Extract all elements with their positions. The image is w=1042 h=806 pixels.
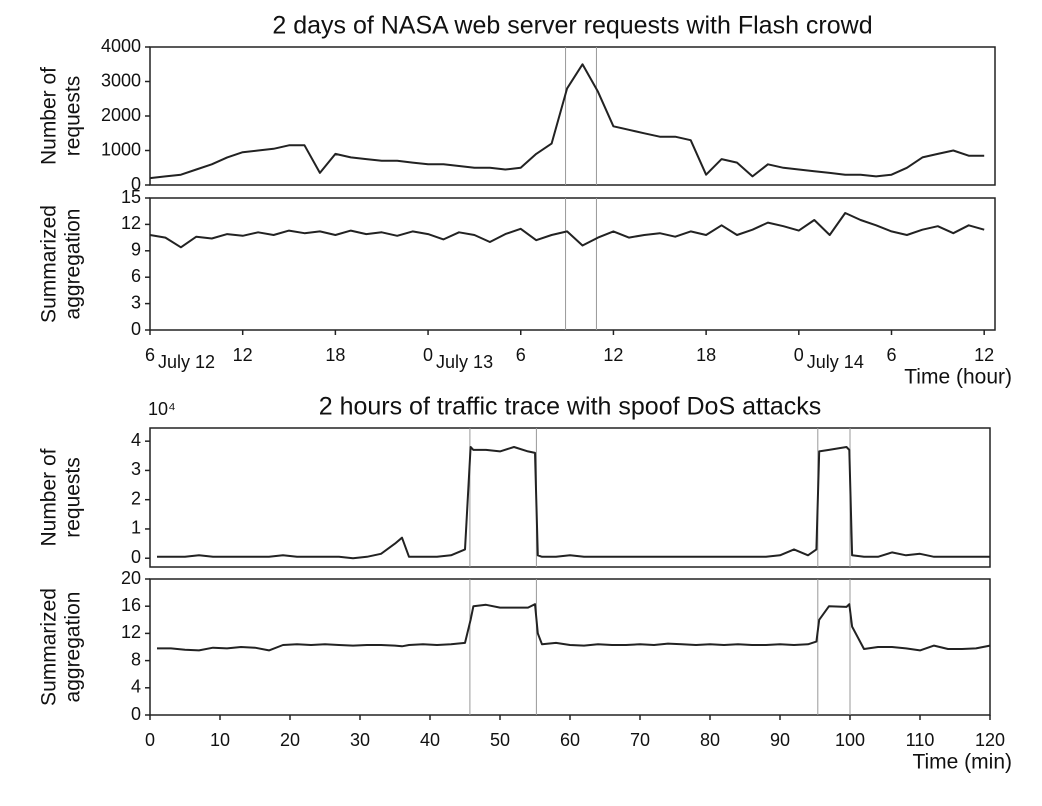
y-tick-label: 4 bbox=[131, 677, 141, 697]
y-tick-label: 6 bbox=[131, 266, 141, 286]
y-tick-label: 2000 bbox=[101, 105, 141, 125]
x-tick-label: 30 bbox=[350, 730, 370, 750]
plot-frame bbox=[149, 197, 996, 331]
x-axis-label: Time (hour) bbox=[904, 366, 1012, 389]
chart-title: 2 hours of traffic trace with spoof DoS … bbox=[319, 393, 822, 421]
x-tick-label: 120 bbox=[975, 730, 1005, 750]
x-tick-label: 20 bbox=[280, 730, 300, 750]
y-axis-label: aggregation bbox=[62, 209, 85, 320]
x-tick-label: 50 bbox=[490, 730, 510, 750]
y-tick-label: 3 bbox=[131, 292, 141, 312]
y-tick-label: 0 bbox=[131, 174, 141, 194]
y-axis-label: Summarized bbox=[38, 588, 61, 706]
x-tick-label: 6 bbox=[886, 345, 896, 365]
x-tick-label: 10 bbox=[210, 730, 230, 750]
x-tick-label: 18 bbox=[325, 345, 345, 365]
x-tick-label: 0 bbox=[145, 730, 155, 750]
x-tick-label: 100 bbox=[835, 730, 865, 750]
y-tick-label: 0 bbox=[131, 319, 141, 339]
x-tick-label: 18 bbox=[696, 345, 716, 365]
y-tick-label: 8 bbox=[131, 649, 141, 669]
y-tick-label: 1000 bbox=[101, 139, 141, 159]
x-tick-label: 90 bbox=[770, 730, 790, 750]
date-label: July 13 bbox=[436, 352, 493, 372]
y-tick-label: 20 bbox=[121, 568, 141, 588]
data-line bbox=[157, 603, 991, 652]
chart-title: 2 days of NASA web server requests with … bbox=[272, 12, 872, 40]
x-tick-label: 12 bbox=[233, 345, 253, 365]
y-tick-label: 4 bbox=[131, 430, 141, 450]
y-axis-label: aggregation bbox=[62, 592, 85, 703]
y-tick-label: 3000 bbox=[101, 70, 141, 90]
y-tick-label: 12 bbox=[121, 213, 141, 233]
y-tick-label: 15 bbox=[121, 187, 141, 207]
y-tick-label: 2 bbox=[131, 488, 141, 508]
date-label: July 12 bbox=[158, 352, 215, 372]
y-axis-label: Number of bbox=[38, 67, 61, 165]
y-tick-label: 16 bbox=[121, 595, 141, 615]
y-tick-label: 9 bbox=[131, 240, 141, 260]
x-tick-label: 0 bbox=[423, 345, 433, 365]
y-tick-label: 0 bbox=[131, 704, 141, 724]
x-tick-label: 110 bbox=[906, 730, 935, 750]
y-tick-label: 3 bbox=[131, 459, 141, 479]
y-tick-label: 0 bbox=[131, 547, 141, 567]
y-tick-label: 1 bbox=[131, 518, 141, 538]
x-tick-label: 6 bbox=[516, 345, 526, 365]
x-tick-label: 12 bbox=[974, 345, 994, 365]
y-tick-label: 12 bbox=[121, 622, 141, 642]
data-line bbox=[149, 212, 985, 249]
x-axis-label: Time (min) bbox=[912, 751, 1012, 774]
x-tick-label: 0 bbox=[794, 345, 804, 365]
x-tick-label: 70 bbox=[630, 730, 650, 750]
y-axis-label: requests bbox=[62, 457, 85, 538]
data-line bbox=[157, 446, 990, 560]
data-line bbox=[149, 63, 985, 180]
y-axis-label: Summarized bbox=[38, 205, 61, 323]
axis-multiplier: 10⁴ bbox=[148, 399, 176, 419]
y-axis-label: Number of bbox=[38, 448, 61, 546]
date-label: July 14 bbox=[807, 352, 864, 372]
x-tick-label: 80 bbox=[700, 730, 720, 750]
x-tick-label: 12 bbox=[603, 345, 623, 365]
plot-frame bbox=[149, 46, 996, 186]
x-tick-label: 40 bbox=[420, 730, 440, 750]
x-tick-label: 60 bbox=[560, 730, 580, 750]
y-axis-label: requests bbox=[62, 76, 85, 157]
plot-frame bbox=[149, 427, 991, 568]
y-tick-label: 4000 bbox=[101, 36, 141, 56]
x-tick-label: 6 bbox=[145, 345, 155, 365]
